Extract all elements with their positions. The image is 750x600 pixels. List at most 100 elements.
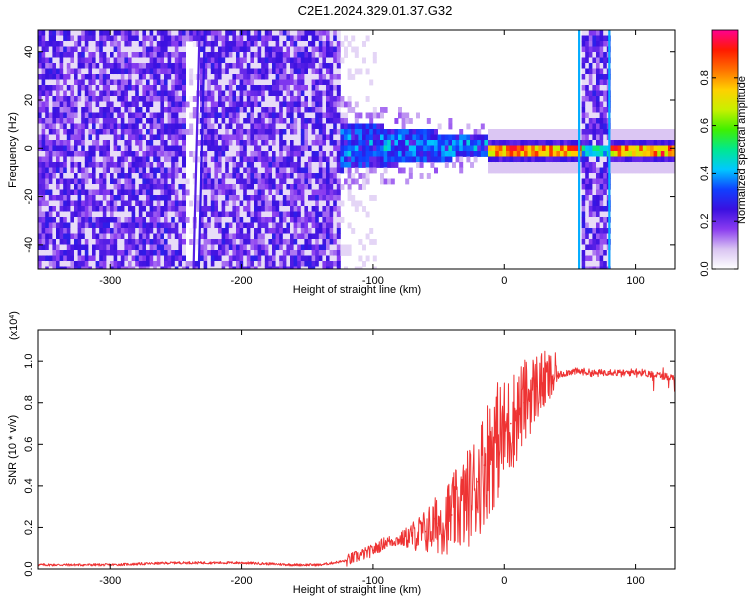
spectrogram-cell — [322, 90, 327, 97]
spectrogram-cell — [156, 195, 161, 201]
spectrogram-cell — [581, 156, 586, 163]
spectrogram-cell — [243, 90, 248, 97]
spectrogram-cell — [340, 41, 345, 47]
spectrogram-cell — [146, 151, 150, 157]
spectrogram-cell — [588, 30, 593, 36]
spectrogram-cell — [596, 266, 600, 269]
spectrogram-cell — [210, 46, 215, 53]
spectrogram-cell — [232, 123, 237, 130]
spectrogram-cell — [214, 250, 219, 256]
spectrogram-cell — [153, 101, 158, 108]
spectrogram-cell — [426, 134, 431, 141]
spectrogram-cell — [117, 244, 122, 251]
spectrogram-cell — [63, 189, 68, 196]
spectrogram-cell — [56, 107, 60, 113]
spectrogram-cell — [182, 57, 186, 64]
spectrogram-cell — [408, 118, 413, 124]
spectrogram-cell — [189, 74, 194, 80]
spectrogram-cell — [660, 145, 665, 152]
spectrogram-cell — [488, 151, 492, 157]
spectrogram-cell — [135, 200, 140, 207]
spectrogram-cell — [380, 107, 384, 113]
spectrogram-cell — [545, 129, 550, 135]
spectrogram-cell — [552, 140, 557, 146]
spectrogram-cell — [470, 134, 474, 141]
spectrogram-cell — [354, 101, 359, 108]
spectrogram-cell — [81, 118, 86, 124]
spectrogram-x-tick-label: 100 — [626, 275, 644, 287]
spectrogram-cell — [92, 101, 96, 108]
spectrogram-cell — [200, 90, 204, 97]
spectrogram-cell — [250, 90, 255, 97]
spectrogram-cell — [275, 266, 280, 269]
spectrogram-cell — [293, 211, 298, 218]
spectrogram-cell — [308, 101, 312, 108]
spectrogram-cell — [603, 118, 608, 124]
spectrogram-cell — [293, 222, 298, 229]
spectrogram-cell — [498, 167, 503, 174]
spectrogram-cell — [113, 68, 118, 75]
spectrogram-cell — [286, 134, 291, 141]
spectrogram-cell — [232, 145, 237, 152]
spectrogram-cell — [88, 156, 93, 163]
spectrogram-cell — [491, 145, 496, 152]
spectrogram-cell — [236, 123, 240, 130]
spectrogram-cell — [218, 123, 222, 130]
spectrogram-cell — [599, 63, 604, 69]
spectrogram-cell — [340, 217, 345, 223]
spectrogram-cell — [322, 222, 327, 229]
spectrogram-cell — [128, 140, 132, 146]
spectrogram-cell — [106, 63, 111, 69]
spectrogram-cell — [650, 145, 654, 152]
spectrogram-cell — [210, 217, 215, 223]
spectrogram-cell — [297, 112, 302, 119]
spectrogram-cell — [232, 129, 237, 135]
spectrogram-cell — [81, 57, 86, 64]
spectrogram-cell — [290, 151, 294, 157]
spectrogram-cell — [207, 107, 212, 113]
spectrogram-cell — [329, 52, 334, 58]
spectrogram-cell — [318, 90, 323, 97]
spectrogram-cell — [592, 123, 597, 130]
spectrogram-cell — [650, 151, 654, 157]
spectrogram-cell — [434, 156, 438, 163]
spectrogram-cell — [596, 85, 600, 91]
spectrogram-cell — [581, 200, 586, 207]
spectrogram-cell — [308, 129, 312, 135]
spectrogram-cell — [336, 30, 341, 36]
spectrogram-cell — [160, 228, 165, 234]
spectrogram-cell — [106, 46, 111, 53]
spectrogram-cell — [570, 167, 575, 174]
spectrogram-cell — [171, 217, 176, 223]
spectrogram-cell — [113, 255, 118, 262]
spectrogram-cell — [293, 134, 298, 141]
spectrogram-cell — [585, 206, 590, 212]
spectrogram-cell — [268, 35, 273, 42]
spectrogram-cell — [538, 145, 543, 152]
spectrogram-cell — [336, 266, 341, 269]
spectrogram-cell — [581, 162, 586, 168]
spectrogram-cell — [603, 222, 608, 229]
spectrogram-cell — [603, 41, 608, 47]
spectrogram-cell — [225, 140, 230, 146]
spectrogram-cell — [228, 211, 233, 218]
spectrogram-cell — [236, 107, 240, 113]
spectrogram-cell — [300, 52, 305, 58]
spectrogram-cell — [290, 145, 294, 152]
spectrogram-cell — [599, 261, 604, 267]
spectrogram-cell — [239, 63, 244, 69]
spectrogram-cell — [304, 118, 309, 124]
spectrogram-cell — [297, 96, 302, 102]
spectrogram-cell — [207, 118, 212, 124]
spectrogram-cell — [570, 140, 575, 146]
spectrogram-cell — [268, 101, 273, 108]
spectrogram-cell — [225, 217, 230, 223]
spectrogram-cell — [268, 57, 273, 64]
spectrogram-y-tick-label: -40 — [23, 237, 35, 253]
spectrogram-cell — [45, 30, 50, 36]
spectrogram-cell — [405, 140, 410, 146]
spectrogram-cell — [156, 261, 161, 267]
spectrogram-cell — [95, 184, 100, 190]
spectrogram-cell — [290, 250, 294, 256]
spectrogram-cell — [88, 129, 93, 135]
